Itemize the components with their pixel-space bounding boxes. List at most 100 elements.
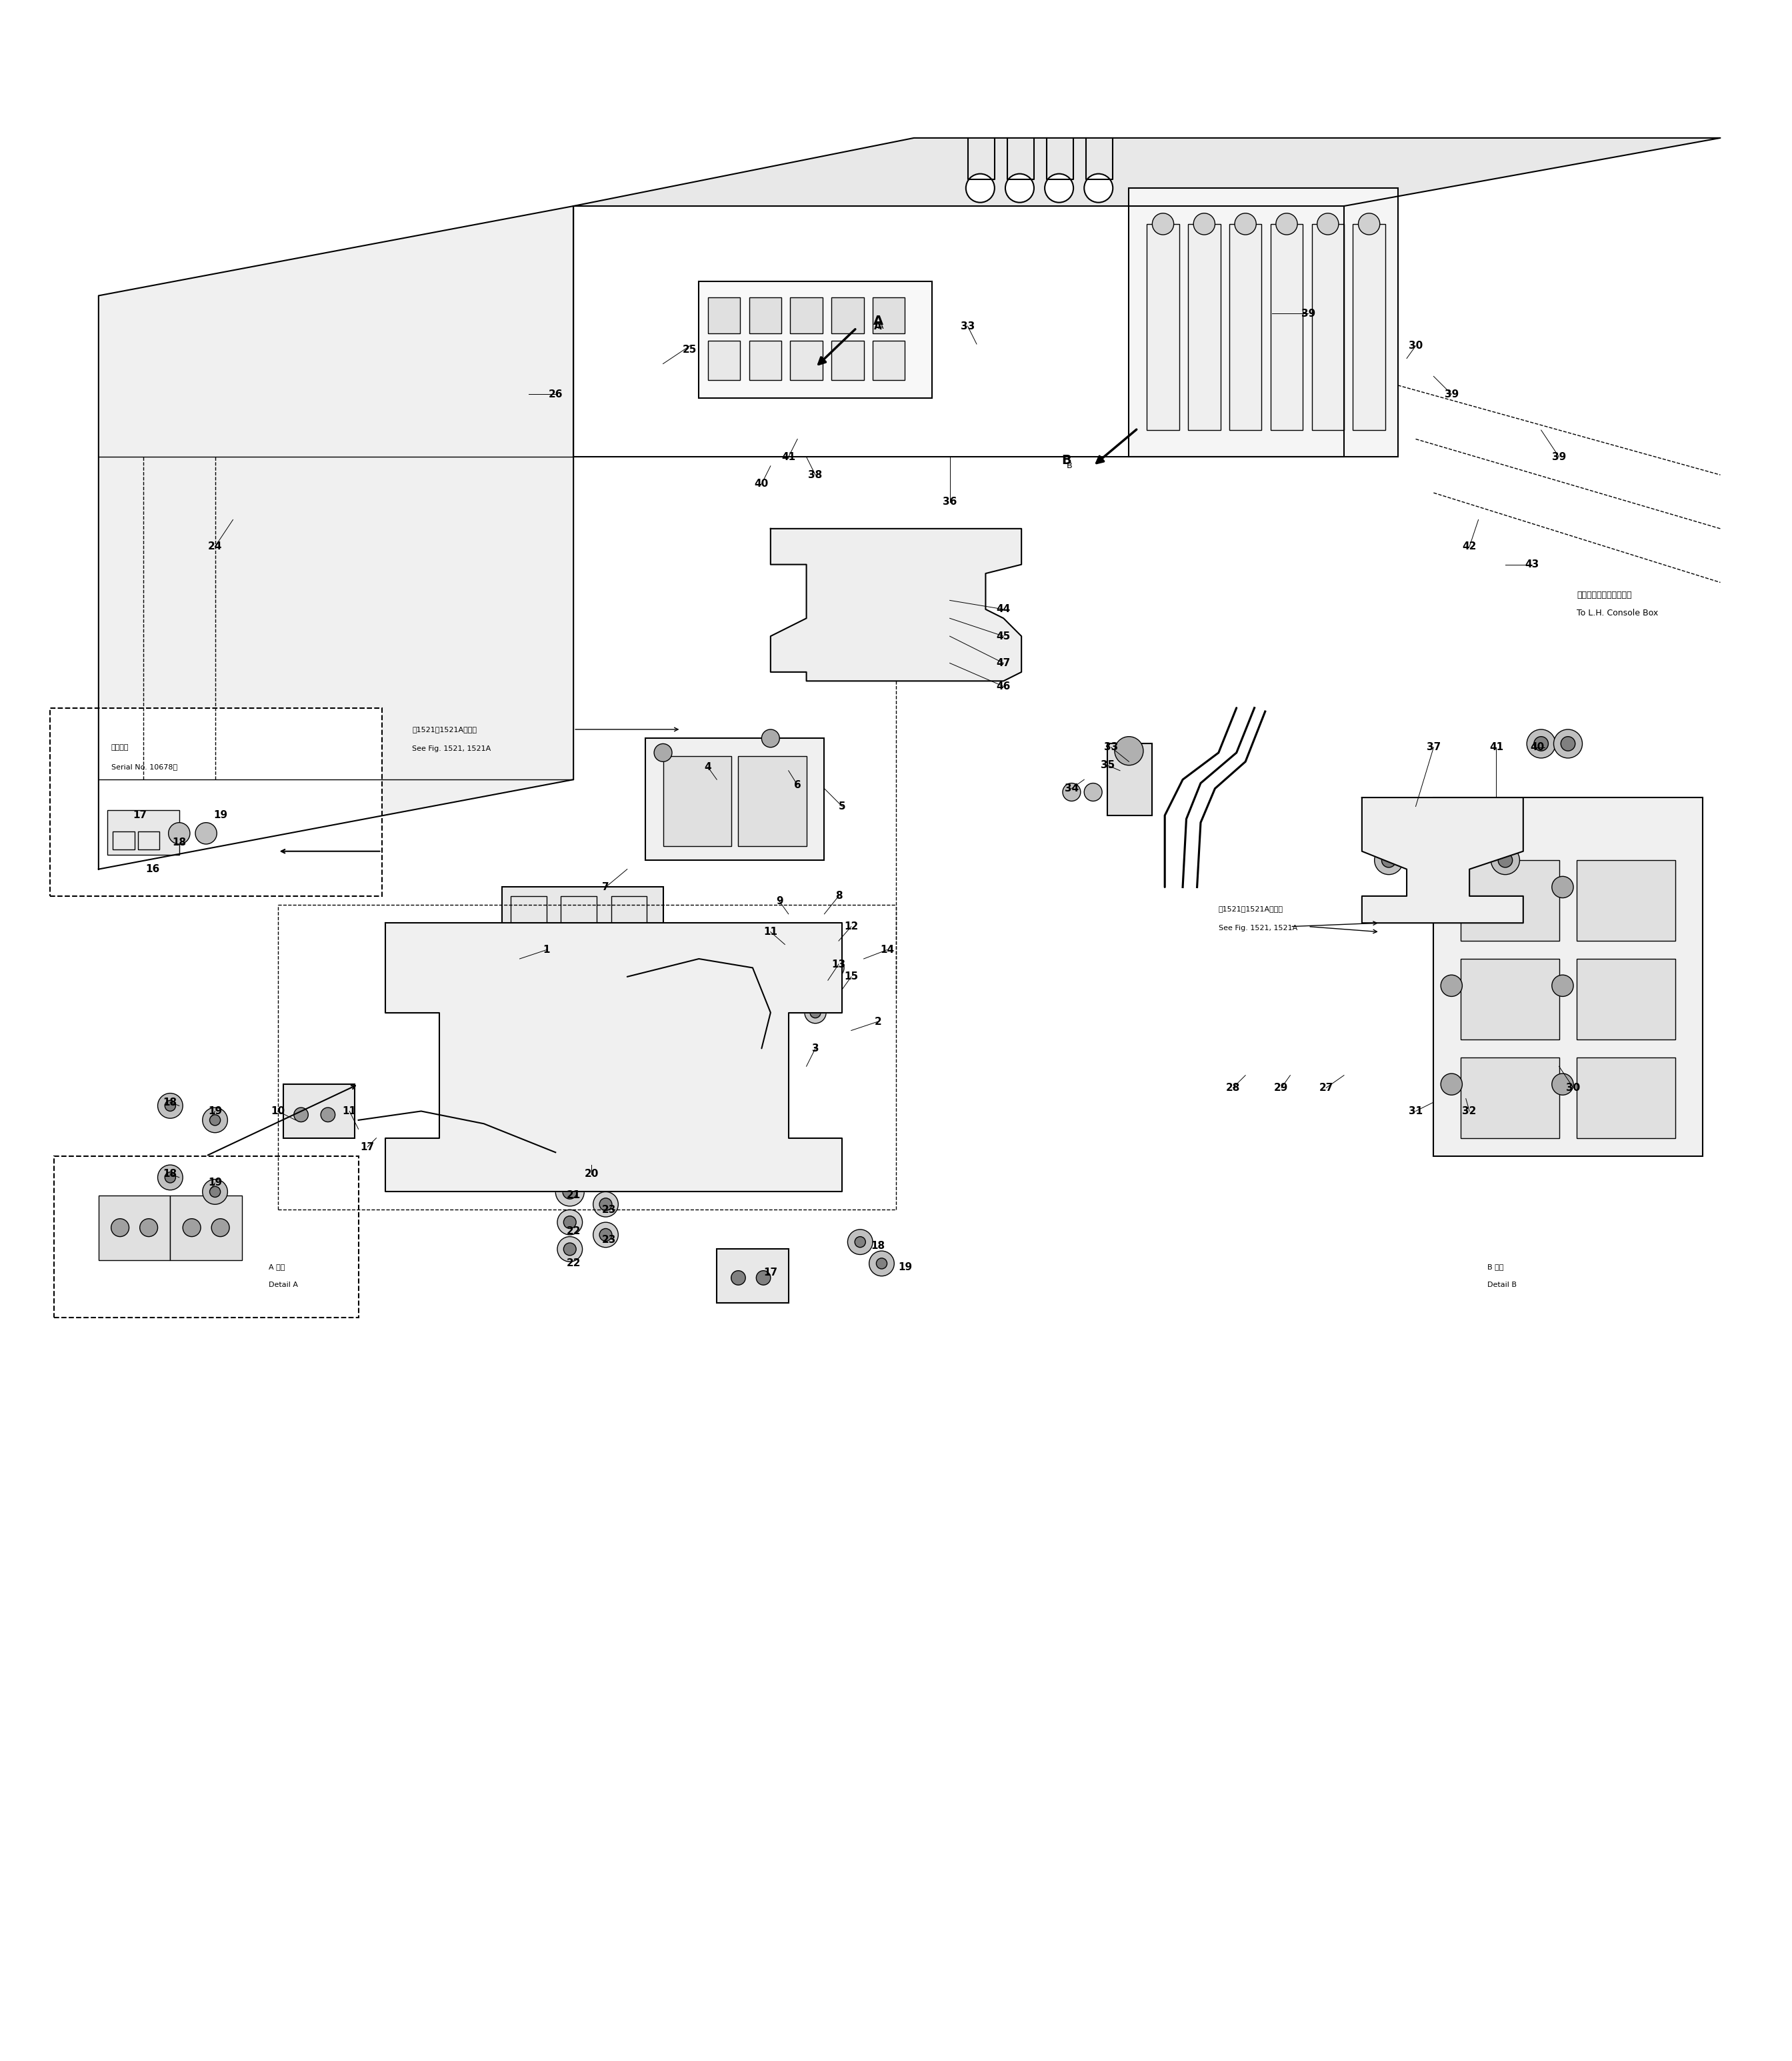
Bar [283, 1084, 355, 1138]
Bar [1271, 225, 1303, 431]
Text: 33: 33 [1104, 742, 1118, 752]
Circle shape [1441, 876, 1462, 899]
Circle shape [158, 1092, 183, 1119]
Circle shape [202, 1107, 228, 1134]
Bar [1353, 225, 1385, 431]
Text: 4: 4 [704, 763, 711, 773]
Bar [1129, 188, 1398, 458]
Circle shape [876, 1257, 887, 1270]
Circle shape [599, 1197, 613, 1210]
Circle shape [1554, 730, 1582, 758]
Text: 左コンソールボックスへ: 左コンソールボックスへ [1577, 592, 1633, 600]
Circle shape [823, 956, 844, 979]
Bar [1460, 859, 1559, 942]
Text: 適用号機: 適用号機 [111, 744, 129, 750]
Text: Detail B: Detail B [1487, 1282, 1516, 1288]
Circle shape [599, 1228, 613, 1241]
Bar [1577, 1057, 1676, 1138]
Circle shape [563, 1216, 577, 1228]
Circle shape [1552, 1074, 1573, 1094]
Text: 21: 21 [566, 1191, 581, 1200]
Text: 10: 10 [271, 1107, 285, 1117]
Text: 11: 11 [763, 927, 778, 938]
Circle shape [563, 1243, 577, 1255]
Polygon shape [385, 923, 842, 1191]
Circle shape [210, 1115, 220, 1125]
Circle shape [158, 1164, 183, 1189]
Text: 2: 2 [874, 1016, 882, 1026]
Text: 18: 18 [163, 1169, 177, 1179]
Circle shape [819, 569, 848, 598]
Bar [1229, 225, 1262, 431]
Bar [170, 1195, 242, 1259]
Text: 27: 27 [1319, 1082, 1333, 1092]
Bar [717, 1249, 788, 1303]
Circle shape [1534, 736, 1548, 750]
Text: 23: 23 [602, 1235, 616, 1245]
Text: 第1521．1521A図参照: 第1521．1521A図参照 [412, 725, 477, 734]
Polygon shape [1362, 798, 1523, 923]
Circle shape [557, 1210, 582, 1235]
Text: 35: 35 [1100, 761, 1115, 771]
Circle shape [1063, 783, 1081, 802]
Bar [108, 810, 179, 855]
Circle shape [855, 1237, 866, 1247]
Circle shape [810, 940, 821, 950]
Bar [511, 897, 547, 969]
Circle shape [1441, 1074, 1462, 1094]
Text: B: B [1061, 453, 1072, 468]
Bar [708, 297, 740, 334]
Text: 39: 39 [1552, 451, 1566, 462]
Text: 20: 20 [584, 1169, 599, 1179]
Text: 40: 40 [754, 478, 769, 488]
Circle shape [1527, 730, 1555, 758]
Circle shape [1358, 212, 1380, 235]
Text: 14: 14 [880, 944, 894, 954]
Text: A: A [874, 322, 882, 332]
Text: 41: 41 [1489, 742, 1503, 752]
Circle shape [801, 985, 812, 995]
Circle shape [869, 1251, 894, 1276]
Text: 39: 39 [1301, 309, 1315, 319]
Text: A 詳細: A 詳細 [269, 1263, 285, 1270]
Text: 47: 47 [996, 657, 1011, 668]
Bar [873, 297, 905, 334]
Text: 40: 40 [1530, 742, 1545, 752]
Text: 11: 11 [342, 1107, 357, 1117]
Text: 12: 12 [844, 921, 858, 932]
Circle shape [593, 1191, 618, 1216]
Text: 30: 30 [1409, 340, 1423, 350]
Text: 第1521．1521A図参照: 第1521．1521A図参照 [1219, 905, 1283, 911]
Text: 18: 18 [871, 1241, 885, 1251]
Text: A: A [878, 322, 883, 330]
Text: 22: 22 [566, 1226, 581, 1237]
Text: 7: 7 [602, 882, 609, 892]
Text: B: B [1066, 462, 1072, 470]
Text: 29: 29 [1274, 1082, 1288, 1092]
Text: 9: 9 [776, 897, 783, 907]
Circle shape [195, 822, 217, 845]
Text: 26: 26 [548, 390, 563, 400]
Circle shape [805, 1002, 826, 1024]
Bar [749, 340, 781, 379]
Circle shape [1084, 783, 1102, 802]
Text: 38: 38 [808, 470, 823, 480]
Text: 19: 19 [898, 1261, 912, 1272]
Circle shape [1498, 853, 1512, 868]
Circle shape [1276, 212, 1297, 235]
Circle shape [1552, 975, 1573, 995]
Circle shape [783, 940, 794, 950]
Bar [645, 738, 824, 859]
Text: 5: 5 [839, 802, 846, 812]
Bar [1312, 225, 1344, 431]
Text: 15: 15 [844, 971, 858, 981]
Circle shape [953, 569, 982, 598]
Bar [1460, 958, 1559, 1039]
Bar [1460, 1057, 1559, 1138]
Text: 1: 1 [543, 944, 550, 954]
Text: 16: 16 [145, 864, 159, 874]
Bar [790, 297, 823, 334]
Circle shape [1441, 975, 1462, 995]
Bar [54, 1156, 358, 1317]
Circle shape [805, 934, 826, 954]
